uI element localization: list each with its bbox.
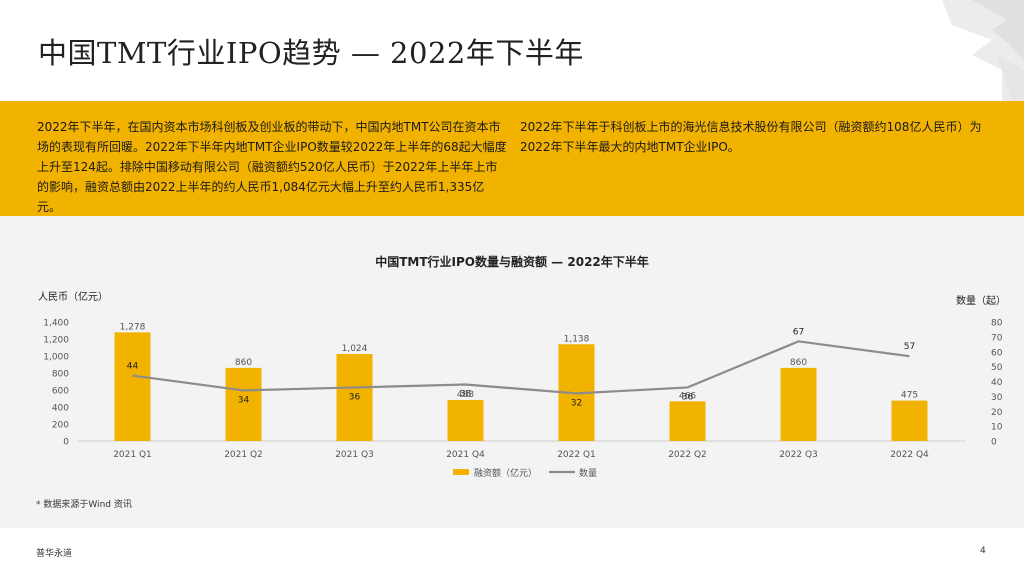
- y-right-tick-label: 60: [991, 348, 1003, 358]
- summary-right-text: 2022年下半年于科创板上市的海光信息技术股份有限公司（融资额约108亿人民币）…: [520, 120, 982, 154]
- y-right-tick-label: 40: [991, 378, 1003, 388]
- x-tick-label: 2021 Q4: [446, 450, 485, 460]
- y-right-tick-label: 10: [991, 423, 1003, 433]
- line-value-label: 44: [127, 362, 139, 372]
- bar-value-label: 1,024: [342, 344, 368, 354]
- y-left-tick-label: 0: [63, 438, 69, 448]
- footnote: * 数据来源于Wind 资讯: [36, 500, 132, 510]
- line-value-label: 67: [793, 327, 804, 337]
- y-left-tick-label: 600: [52, 387, 69, 397]
- x-tick-label: 2021 Q3: [335, 450, 374, 460]
- x-tick-label: 2022 Q1: [557, 450, 596, 460]
- bar-value-label: 466: [679, 391, 696, 401]
- summary-band: 2022年下半年，在国内资本市场科创板及创业板的带动下，中国内地TMT公司在资本…: [0, 101, 1024, 216]
- y-axis-right-label: 数量（起）: [956, 294, 1006, 307]
- y-left-tick-label: 400: [52, 404, 69, 414]
- line-value-label: 36: [682, 392, 694, 402]
- bar: [447, 399, 484, 441]
- page-title: 中国TMT行业IPO趋势 — 2022年下半年: [38, 36, 584, 70]
- bar: [891, 400, 928, 441]
- y-right-tick-label: 30: [991, 393, 1003, 403]
- y-right-tick-label: 50: [991, 363, 1003, 373]
- count-series-line: [132, 340, 910, 395]
- y-axis-left-label: 人民币（亿元）: [38, 290, 108, 303]
- y-left-tick-label: 1,400: [43, 319, 69, 329]
- chevron-decoration-icon: [942, 0, 1024, 102]
- bar-value-label: 475: [901, 391, 918, 401]
- bar: [336, 353, 373, 441]
- bar: [780, 367, 817, 441]
- y-left-tick-label: 1,000: [43, 353, 69, 363]
- bar-value-label: 1,138: [564, 334, 590, 344]
- line-value-label: 57: [904, 342, 915, 352]
- y-right-tick-label: 80: [991, 319, 1003, 329]
- y-right-tick-label: 70: [991, 333, 1003, 343]
- bar: [114, 332, 151, 441]
- y-left-tick-label: 800: [52, 370, 69, 380]
- chart-title: 中国TMT行业IPO数量与融资额 — 2022年下半年: [375, 254, 649, 269]
- bar-value-label: 483: [457, 390, 474, 400]
- x-tick-label: 2021 Q1: [113, 450, 152, 460]
- chart-panel: 中国TMT行业IPO数量与融资额 — 2022年下半年人民币（亿元） 数量（起） 0…: [0, 216, 1024, 528]
- x-tick-label: 2021 Q2: [224, 450, 263, 460]
- y-left-tick-label: 1,200: [43, 336, 69, 346]
- line-value-label: 32: [571, 398, 582, 408]
- y-left-tick-label: 200: [52, 421, 69, 431]
- bar: [225, 367, 262, 441]
- y-right-tick-label: 20: [991, 408, 1003, 418]
- x-tick-label: 2022 Q2: [668, 450, 707, 460]
- page-number: 4: [980, 546, 986, 556]
- bar: [669, 401, 706, 441]
- bar-value-label: 1,278: [120, 322, 146, 332]
- line-value-label: 34: [238, 395, 250, 405]
- y-right-tick-label: 0: [991, 438, 997, 448]
- bar-value-label: 860: [235, 358, 252, 368]
- summary-left-text: 2022年下半年，在国内资本市场科创板及创业板的带动下，中国内地TMT公司在资本…: [37, 120, 507, 214]
- legend-bar-swatch: [453, 469, 469, 475]
- x-tick-label: 2022 Q4: [890, 450, 929, 460]
- line-value-label: 38: [460, 389, 472, 399]
- legend-line-label: 数量: [579, 467, 597, 479]
- x-tick-label: 2022 Q3: [779, 450, 818, 460]
- legend-bar-label: 融资额（亿元）: [474, 467, 537, 479]
- line-value-label: 36: [349, 392, 361, 402]
- brand-label: 普华永道: [36, 549, 73, 559]
- bar-value-label: 860: [790, 358, 807, 368]
